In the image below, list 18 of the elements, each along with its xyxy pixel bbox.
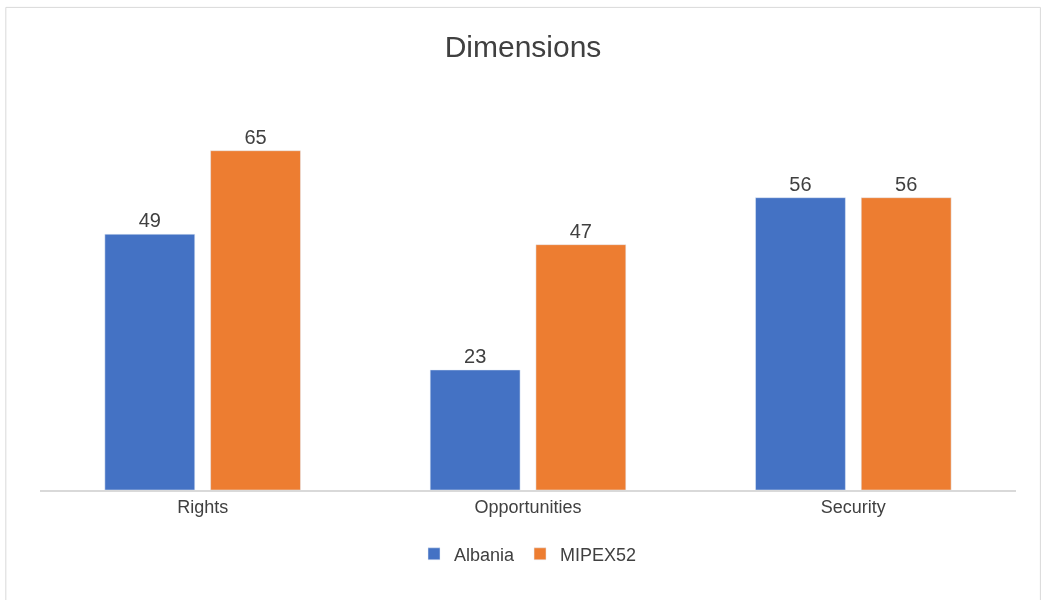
x-tick-label: Security bbox=[820, 497, 886, 518]
data-label: 47 bbox=[569, 219, 592, 242]
data-label: 56 bbox=[895, 172, 918, 195]
data-label: 65 bbox=[244, 125, 267, 148]
chart-title: Dimensions bbox=[444, 30, 602, 63]
bar bbox=[861, 197, 952, 490]
bar bbox=[755, 197, 846, 490]
data-label: 56 bbox=[789, 172, 812, 195]
x-tick-label: Rights bbox=[177, 497, 229, 518]
bar bbox=[210, 150, 301, 490]
data-label: 49 bbox=[138, 209, 161, 232]
x-tick-label: Opportunities bbox=[474, 497, 582, 518]
data-label: 23 bbox=[464, 344, 487, 367]
legend-label: MIPEX52 bbox=[560, 544, 637, 565]
legend-label: Albania bbox=[454, 544, 516, 565]
bar bbox=[535, 244, 627, 490]
bar bbox=[104, 233, 195, 490]
bar bbox=[429, 369, 521, 490]
